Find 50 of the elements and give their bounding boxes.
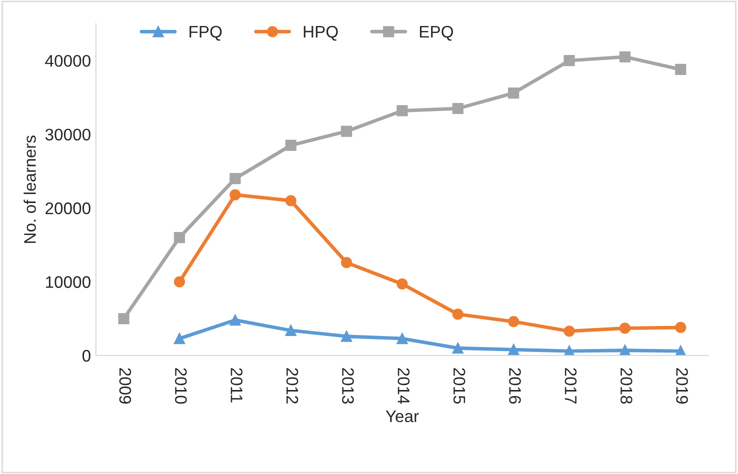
point xyxy=(230,189,241,200)
point xyxy=(619,51,631,62)
x-tick-label: 2019 xyxy=(676,368,688,404)
legend-label: FPQ xyxy=(190,26,222,41)
point xyxy=(452,342,464,354)
x-tick-label: 2014 xyxy=(398,368,410,404)
point xyxy=(118,313,130,324)
point xyxy=(564,55,575,66)
x-tick-label: 2011 xyxy=(230,368,242,402)
y-tick-label: 30000 xyxy=(45,128,90,141)
point xyxy=(452,102,464,114)
y-axis-title: No. of learners xyxy=(24,136,36,243)
y-tick-label: 20000 xyxy=(46,202,90,214)
point xyxy=(675,64,686,75)
point xyxy=(675,322,686,334)
point xyxy=(285,324,296,336)
point xyxy=(174,332,186,344)
point xyxy=(174,232,186,244)
x-tick-label: 2015 xyxy=(453,368,466,404)
y-tick-label: 10000 xyxy=(46,276,90,288)
x-tick-label: 2009 xyxy=(119,368,132,404)
point xyxy=(619,322,631,334)
point xyxy=(340,330,352,342)
x-tick-label: 2010 xyxy=(174,368,187,404)
point xyxy=(340,126,352,137)
legend-label: HPQ xyxy=(304,26,338,41)
point xyxy=(508,344,520,356)
point xyxy=(452,308,464,320)
point xyxy=(508,316,520,328)
point xyxy=(396,332,408,344)
point xyxy=(396,105,408,116)
x-tick-label: 2013 xyxy=(342,368,354,404)
x-tick-label: 2018 xyxy=(620,368,632,404)
point xyxy=(396,278,408,290)
x-tick-label: 2016 xyxy=(509,368,521,404)
point xyxy=(230,314,241,326)
point xyxy=(285,140,296,151)
point xyxy=(619,344,631,356)
y-tick-label: 40000 xyxy=(45,54,90,67)
point xyxy=(508,87,520,99)
point xyxy=(285,195,296,206)
x-tick-label: 2017 xyxy=(564,368,577,404)
legend-label: EPQ xyxy=(420,26,454,41)
x-axis-title: Year xyxy=(386,410,419,422)
point xyxy=(340,257,352,268)
point xyxy=(564,326,575,337)
y-tick-label: 0 xyxy=(82,350,90,362)
point xyxy=(230,172,241,184)
x-tick-label: 2012 xyxy=(286,368,298,404)
point xyxy=(174,276,186,288)
